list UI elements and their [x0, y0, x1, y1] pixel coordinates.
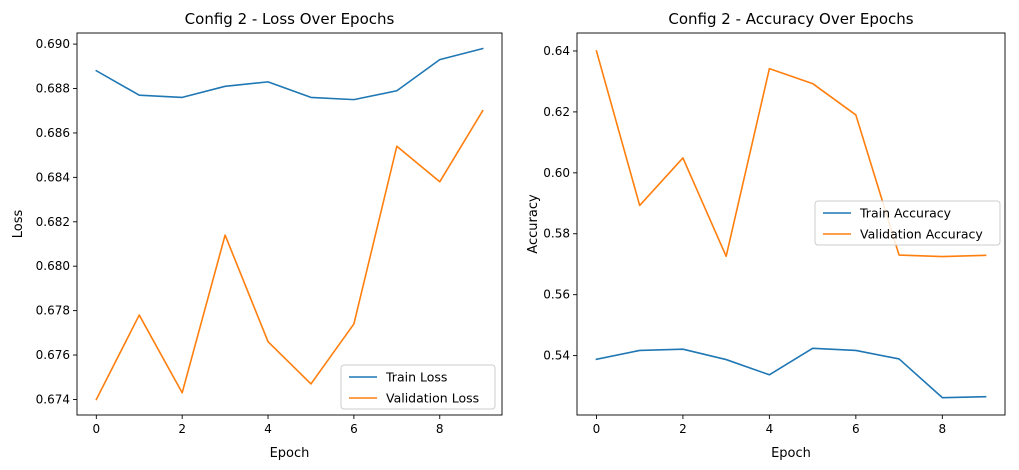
y-axis-label: Loss [11, 210, 26, 239]
legend: Train Accuracy Validation Accuracy [814, 200, 1001, 246]
series-line-train-accuracy [595, 347, 987, 399]
series-line-validation-loss [95, 109, 484, 401]
chart-1: Config 2 - Accuracy Over Epochs 0 2 4 6 8 0.54… [526, 10, 1006, 461]
legend-label: Validation Accuracy [860, 227, 983, 242]
legend-label: Validation Loss [386, 391, 479, 406]
y-tick-label: 0.54 [543, 349, 570, 363]
x-tick-label: 6 [852, 422, 860, 436]
y-tick-label: 0.60 [543, 166, 570, 180]
y-tick-label: 0.64 [543, 44, 570, 58]
legend-label: Train Loss [385, 370, 447, 385]
series-line-validation-accuracy [595, 49, 987, 258]
y-tick-label: 0.676 [36, 348, 70, 362]
axes-frame [576, 32, 1006, 416]
y-tick-label: 0.58 [543, 227, 570, 241]
y-tick-label: 0.690 [36, 37, 70, 51]
legend: Train Loss Validation Loss [340, 364, 496, 410]
series-group [95, 47, 484, 401]
x-tick-label: 2 [679, 422, 687, 436]
x-tick-label: 0 [92, 422, 100, 436]
axes-frame [76, 32, 503, 416]
legend-box [814, 200, 1001, 246]
y-tick-label: 0.62 [543, 105, 570, 119]
x-axis-label: Epoch [270, 446, 310, 461]
x-tick-label: 2 [178, 422, 186, 436]
x-tick-label: 4 [264, 422, 272, 436]
y-axis-label: Accuracy [526, 194, 541, 254]
x-axis-label: Epoch [771, 446, 811, 461]
y-tick-label: 0.682 [36, 215, 70, 229]
y-tick-label: 0.686 [36, 126, 70, 140]
series-line-train-loss [95, 47, 484, 101]
chart-0: Config 2 - Loss Over Epochs 0 2 4 6 8 0.674 0.6… [11, 10, 503, 461]
chart-title: Config 2 - Accuracy Over Epochs [668, 10, 913, 28]
x-tick-label: 0 [593, 422, 601, 436]
x-tick-label: 4 [766, 422, 774, 436]
chart-title: Config 2 - Loss Over Epochs [185, 10, 395, 28]
y-tick-label: 0.56 [543, 288, 570, 302]
x-tick-label: 6 [350, 422, 358, 436]
y-tick-label: 0.680 [36, 259, 70, 273]
x-tick-label: 8 [938, 422, 946, 436]
y-tick-label: 0.678 [36, 304, 70, 318]
series-group [595, 49, 987, 399]
x-tick-label: 8 [436, 422, 444, 436]
y-tick-label: 0.674 [36, 392, 70, 406]
y-tick-label: 0.688 [36, 82, 70, 96]
y-tick-label: 0.684 [36, 170, 70, 184]
legend-label: Train Accuracy [859, 206, 952, 221]
legend-box [340, 364, 496, 410]
